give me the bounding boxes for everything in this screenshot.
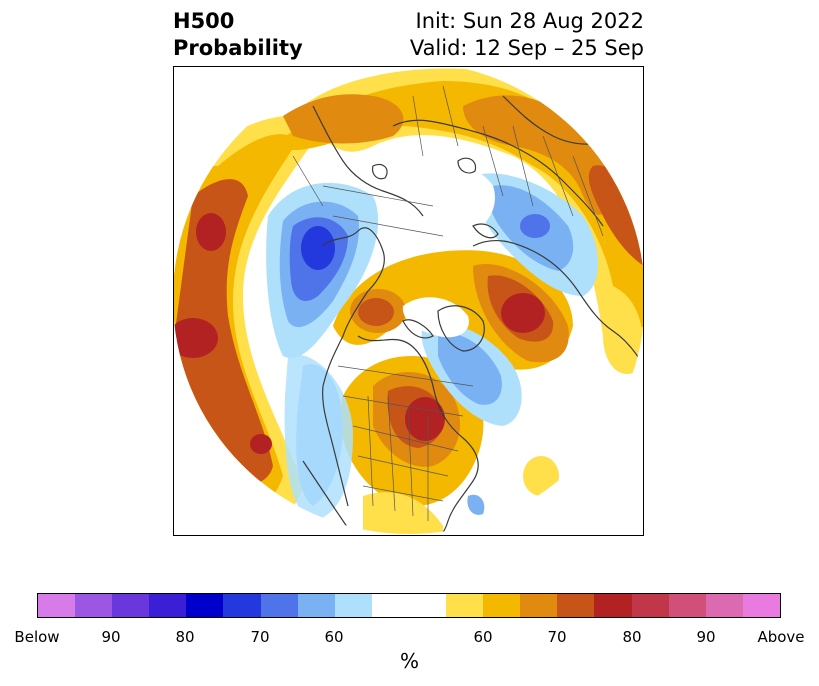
na-southeast-above: [363, 492, 443, 534]
colorbar-segment: [186, 594, 224, 617]
map-title: H500 Probability: [173, 8, 303, 62]
map-panel: [173, 66, 644, 536]
colorbar-segment: [631, 594, 669, 617]
pacific-below-outer: [284, 354, 353, 521]
title-line-1: H500: [173, 9, 235, 33]
west-above-80a: [196, 213, 226, 251]
colorbar-segment: [297, 594, 335, 617]
borders: [292, 85, 604, 521]
colorbar: [37, 593, 781, 618]
alaska-below-75: [301, 226, 335, 270]
colorbar-tick-label: 70: [547, 628, 567, 646]
colorbar-segment: [668, 594, 706, 617]
colorbar-segment: [260, 594, 298, 617]
west-above-80c: [250, 434, 272, 454]
colorbar-segment: [75, 594, 113, 617]
greenland-below-65: [438, 333, 502, 405]
west-above-80b: [173, 318, 218, 358]
colorbar-tick-label: Below: [14, 628, 60, 646]
colorbar-tick-label: 80: [175, 628, 195, 646]
europe-above: [613, 286, 644, 366]
colorbar-tick-label: Above: [757, 628, 805, 646]
colorbar-unit-label: %: [399, 649, 419, 673]
colorbar-segment: [149, 594, 187, 617]
gulf-below: [467, 494, 485, 515]
colorbar-segment: [334, 594, 372, 617]
colorbar-segment: [446, 594, 484, 617]
date-info: Init: Sun 28 Aug 2022 Valid: 12 Sep – 25…: [410, 8, 644, 62]
colorbar-segment: [742, 594, 780, 617]
title-line-2: Probability: [173, 36, 303, 60]
arctic-above-75: [358, 298, 394, 326]
colorbar-tick-label: 80: [622, 628, 642, 646]
atlantic-above: [523, 456, 559, 496]
baffin-white: [402, 297, 469, 338]
colorbar-segment: [594, 594, 632, 617]
colorbar-tick-label: 70: [250, 628, 270, 646]
init-date: Init: Sun 28 Aug 2022: [415, 9, 644, 33]
na-above-80: [405, 397, 445, 441]
colorbar-segment: [223, 594, 261, 617]
arctic-white: [392, 163, 495, 244]
colorbar-segment: [371, 594, 447, 617]
colorbar-segment: [520, 594, 558, 617]
map-border: [173, 66, 644, 536]
valid-range: Valid: 12 Sep – 25 Sep: [409, 36, 644, 60]
colorbar-segment: [38, 594, 76, 617]
colorbar-segment: [112, 594, 150, 617]
colorbar-segment: [483, 594, 521, 617]
probability-map: [173, 66, 644, 536]
colorbar-tick-label: 60: [473, 628, 493, 646]
siberia-above-80: [501, 293, 545, 333]
colorbar-tick-label: 60: [324, 628, 344, 646]
colorbar-tick-label: 90: [101, 628, 121, 646]
colorbar-segment: [705, 594, 743, 617]
coastlines: [302, 75, 644, 534]
colorbar-segment: [557, 594, 595, 617]
scandinavia-below-70: [520, 214, 550, 238]
colorbar-tick-label: 90: [696, 628, 716, 646]
